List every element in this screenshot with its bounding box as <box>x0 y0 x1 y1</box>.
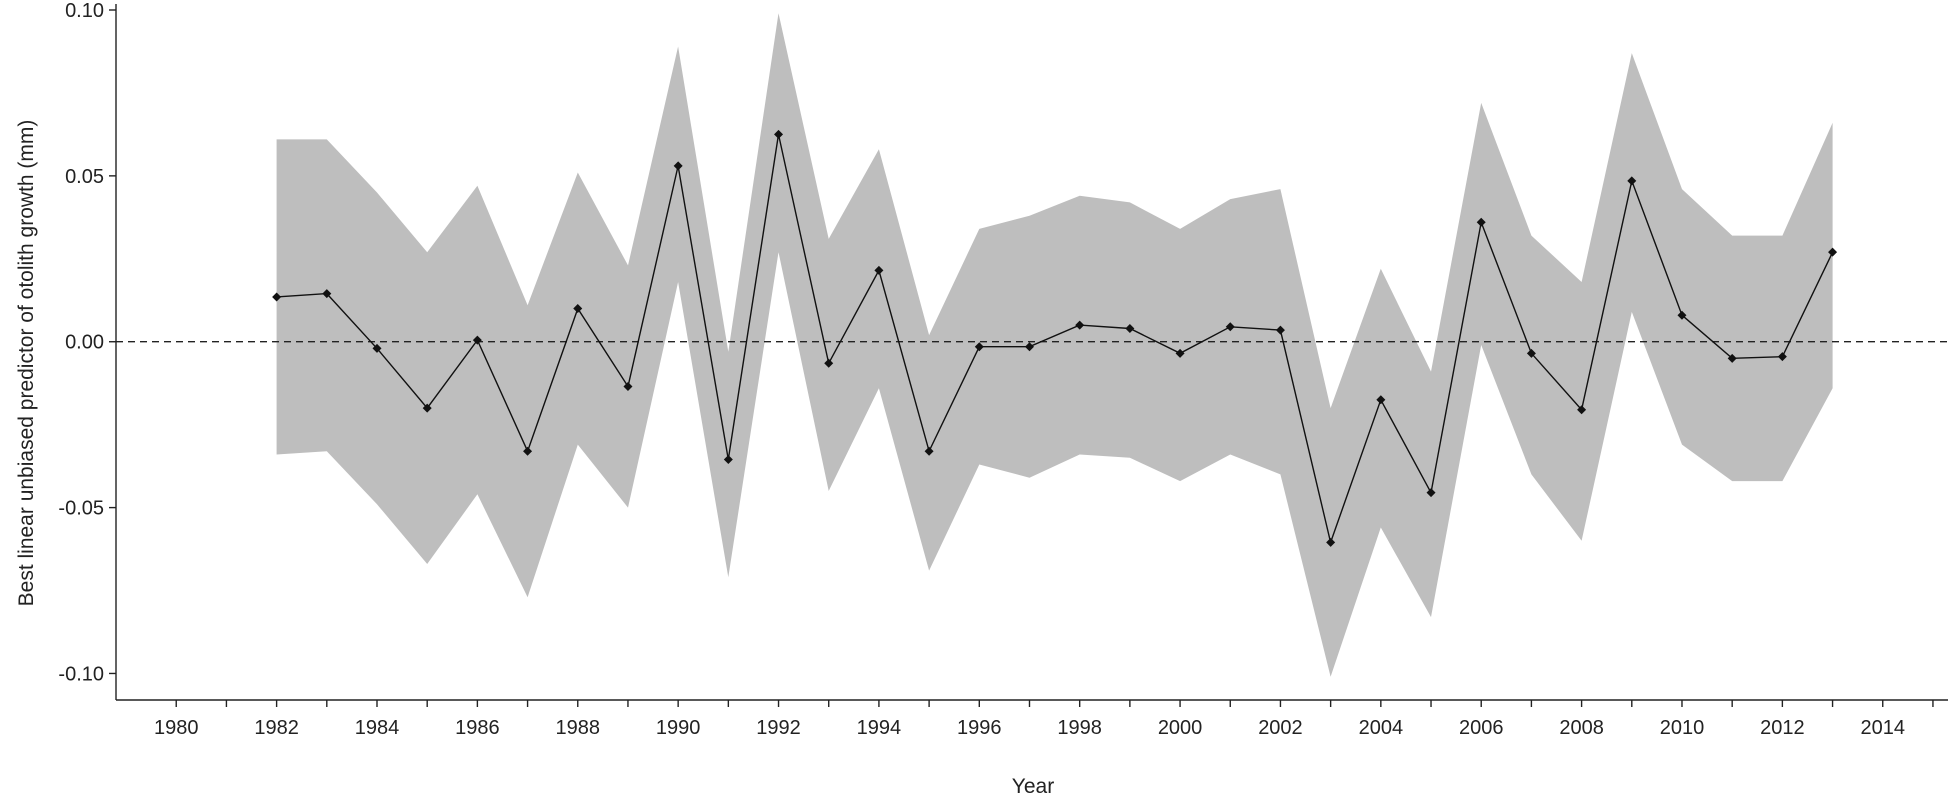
x-axis-title: Year <box>1012 775 1054 798</box>
data-point-2013 <box>1828 247 1838 257</box>
y-tick-label: 0.10 <box>65 0 104 22</box>
data-points-layer <box>272 129 1838 547</box>
data-point-2008 <box>1577 405 1587 415</box>
y-axis-title: Best linear unbiased predictor of otolit… <box>15 120 38 607</box>
x-tick-label: 1986 <box>455 717 500 739</box>
data-point-2003 <box>1326 537 1336 547</box>
series-line <box>276 134 1834 545</box>
x-tick-label: 1982 <box>254 717 299 739</box>
x-tick-label: 1994 <box>857 717 902 739</box>
x-tick-label: 2000 <box>1158 717 1203 739</box>
data-point-1991 <box>723 454 733 464</box>
x-tick-label: 2002 <box>1258 717 1303 739</box>
data-point-2009 <box>1627 176 1637 186</box>
x-tick-label: 1988 <box>556 717 601 739</box>
data-point-1998 <box>1075 320 1085 330</box>
data-point-2007 <box>1526 348 1536 358</box>
data-point-1984 <box>372 343 382 353</box>
series-line-layer <box>276 134 1834 545</box>
x-tick-label: 2010 <box>1660 717 1705 739</box>
x-tick-label: 1984 <box>355 717 400 739</box>
data-point-2012 <box>1777 352 1787 362</box>
x-tick-label: 1998 <box>1057 717 1102 739</box>
data-point-1983 <box>322 289 332 299</box>
x-tick-label: 1992 <box>756 717 801 739</box>
axes: 0.10 0.05 0.00 -0.05 -0.10 1980 1982 1984 1986 19… <box>58 0 1948 739</box>
x-tick-label: 2006 <box>1459 717 1504 739</box>
data-point-2001 <box>1225 322 1235 332</box>
x-tick-label: 2004 <box>1359 717 1404 739</box>
confidence-band-layer <box>276 13 1833 677</box>
data-point-2011 <box>1727 353 1737 363</box>
data-point-1988 <box>573 304 583 314</box>
y-tick-label: -0.10 <box>58 663 104 685</box>
data-point-1992 <box>774 129 784 139</box>
data-point-1982 <box>272 292 282 302</box>
data-point-2004 <box>1376 395 1386 405</box>
x-tick-label: 1996 <box>957 717 1002 739</box>
y-tick-label: -0.05 <box>58 498 104 520</box>
x-tick-label: 2012 <box>1760 717 1805 739</box>
x-tick-label: 1980 <box>154 717 199 739</box>
y-tick-label: 0.00 <box>65 332 104 354</box>
data-point-1986 <box>472 335 482 345</box>
x-tick-label: 2008 <box>1559 717 1604 739</box>
data-point-1999 <box>1125 323 1135 333</box>
data-point-2006 <box>1476 217 1486 227</box>
data-point-1989 <box>623 382 633 392</box>
x-tick-label: 2014 <box>1861 717 1906 739</box>
data-point-2002 <box>1275 325 1285 335</box>
y-tick-label: 0.05 <box>65 166 104 188</box>
data-point-1997 <box>1024 342 1034 352</box>
data-point-1994 <box>874 265 884 275</box>
data-point-1995 <box>924 446 934 456</box>
data-point-2005 <box>1426 488 1436 498</box>
data-point-2010 <box>1677 310 1687 320</box>
data-point-2000 <box>1175 348 1185 358</box>
data-point-1993 <box>824 358 834 368</box>
data-point-1985 <box>422 403 432 413</box>
data-point-1987 <box>523 446 533 456</box>
x-tick-label: 1990 <box>656 717 701 739</box>
data-point-1996 <box>974 342 984 352</box>
data-point-1990 <box>673 161 683 171</box>
confidence-band <box>276 13 1833 677</box>
